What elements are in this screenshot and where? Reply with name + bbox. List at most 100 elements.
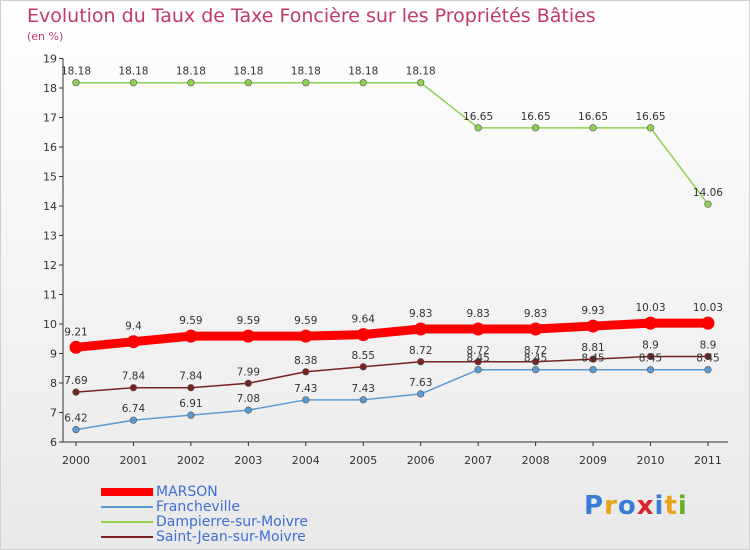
data-point [529, 322, 543, 336]
x-tick-label: 2000 [62, 454, 90, 467]
y-tick-label: 13 [43, 230, 57, 243]
data-point [187, 79, 195, 87]
logo-letter: t [664, 491, 678, 521]
data-label: 7.69 [64, 375, 87, 387]
legend-swatch [101, 488, 153, 496]
data-label: 8.72 [466, 345, 489, 357]
x-tick-label: 2002 [177, 454, 205, 467]
data-point [704, 200, 712, 208]
logo-letter: r [604, 491, 618, 521]
data-point [72, 388, 80, 396]
data-label: 7.84 [122, 371, 146, 383]
y-tick-label: 10 [43, 318, 57, 331]
data-label: 14.06 [693, 187, 723, 199]
data-label: 9.21 [64, 326, 87, 338]
data-point [241, 329, 255, 343]
data-point [531, 366, 540, 374]
data-label: 8.72 [409, 345, 432, 357]
data-point [244, 379, 252, 387]
data-label: 18.18 [61, 66, 91, 78]
data-label: 8.45 [581, 353, 604, 365]
data-point [701, 316, 715, 330]
data-point [704, 352, 712, 361]
data-point [474, 358, 482, 366]
data-point [417, 390, 425, 398]
data-point [417, 358, 425, 366]
data-label: 18.18 [176, 66, 206, 78]
data-label: 9.64 [352, 314, 376, 326]
y-tick-label: 14 [43, 200, 57, 213]
data-point [187, 384, 195, 392]
legend-swatch [101, 521, 153, 523]
data-point [474, 124, 482, 132]
data-point [244, 406, 252, 414]
data-point [646, 124, 655, 132]
data-label: 8.45 [466, 353, 489, 365]
y-tick-label: 11 [43, 289, 57, 302]
y-tick-label: 8 [50, 377, 57, 390]
data-point [589, 124, 597, 132]
data-label: 16.65 [463, 111, 493, 123]
data-label: 8.81 [581, 342, 604, 354]
x-tick-label: 2009 [579, 454, 607, 467]
data-label: 7.43 [352, 383, 375, 395]
data-label: 18.18 [233, 66, 263, 78]
x-tick-label: 2004 [292, 454, 320, 467]
data-point [187, 411, 195, 419]
legend-swatch [101, 536, 153, 538]
data-label: 7.99 [237, 366, 260, 378]
data-label: 18.18 [348, 66, 378, 78]
proxiti-logo: Proxiti [584, 491, 688, 521]
data-point [244, 79, 252, 87]
data-label: 7.43 [294, 383, 317, 395]
data-label: 9.83 [409, 308, 432, 320]
logo-letter: i [654, 491, 665, 521]
data-label: 18.18 [118, 66, 148, 78]
x-tick-label: 2001 [119, 454, 147, 467]
data-label: 7.63 [409, 377, 432, 389]
data-point [646, 366, 655, 374]
legend-label: Saint-Jean-sur-Moivre [156, 529, 306, 545]
data-label: 7.08 [237, 393, 260, 405]
logo-letter: x [636, 491, 655, 521]
data-point [184, 329, 198, 343]
data-label: 6.74 [122, 403, 146, 415]
data-label: 9.93 [581, 305, 604, 317]
legend-label: MARSON [156, 484, 218, 500]
data-point [414, 322, 428, 336]
chart-unit-label: (en %) [27, 30, 64, 43]
data-point [302, 368, 310, 376]
data-point [531, 358, 540, 366]
y-tick-label: 18 [43, 82, 57, 95]
data-point [471, 322, 485, 336]
data-point [299, 329, 313, 343]
data-point [129, 79, 138, 87]
data-point [359, 363, 367, 371]
data-label: 9.59 [294, 315, 317, 327]
data-point [126, 335, 140, 349]
data-label: 9.59 [179, 315, 202, 327]
data-point [72, 426, 80, 434]
data-point [646, 352, 655, 361]
y-tick-label: 19 [43, 53, 57, 66]
series-line-0 [75, 318, 708, 352]
y-tick-label: 12 [43, 259, 57, 272]
data-point [589, 355, 597, 363]
y-tick-label: 17 [43, 112, 57, 125]
series-line-1 [75, 368, 708, 431]
data-point [531, 124, 540, 132]
data-label: 8.38 [294, 355, 317, 367]
data-label: 8.45 [639, 353, 662, 365]
y-tick-label: 6 [50, 436, 57, 449]
logo-letter: i [677, 491, 688, 521]
data-point [129, 416, 138, 424]
x-tick-label: 2007 [464, 454, 492, 467]
data-label: 8.72 [524, 345, 547, 357]
x-tick-label: 2005 [349, 454, 377, 467]
data-label: 7.84 [179, 371, 203, 383]
data-label: 16.65 [635, 111, 665, 123]
data-point [474, 366, 482, 374]
data-point [704, 366, 712, 374]
y-tick-label: 16 [43, 141, 57, 154]
